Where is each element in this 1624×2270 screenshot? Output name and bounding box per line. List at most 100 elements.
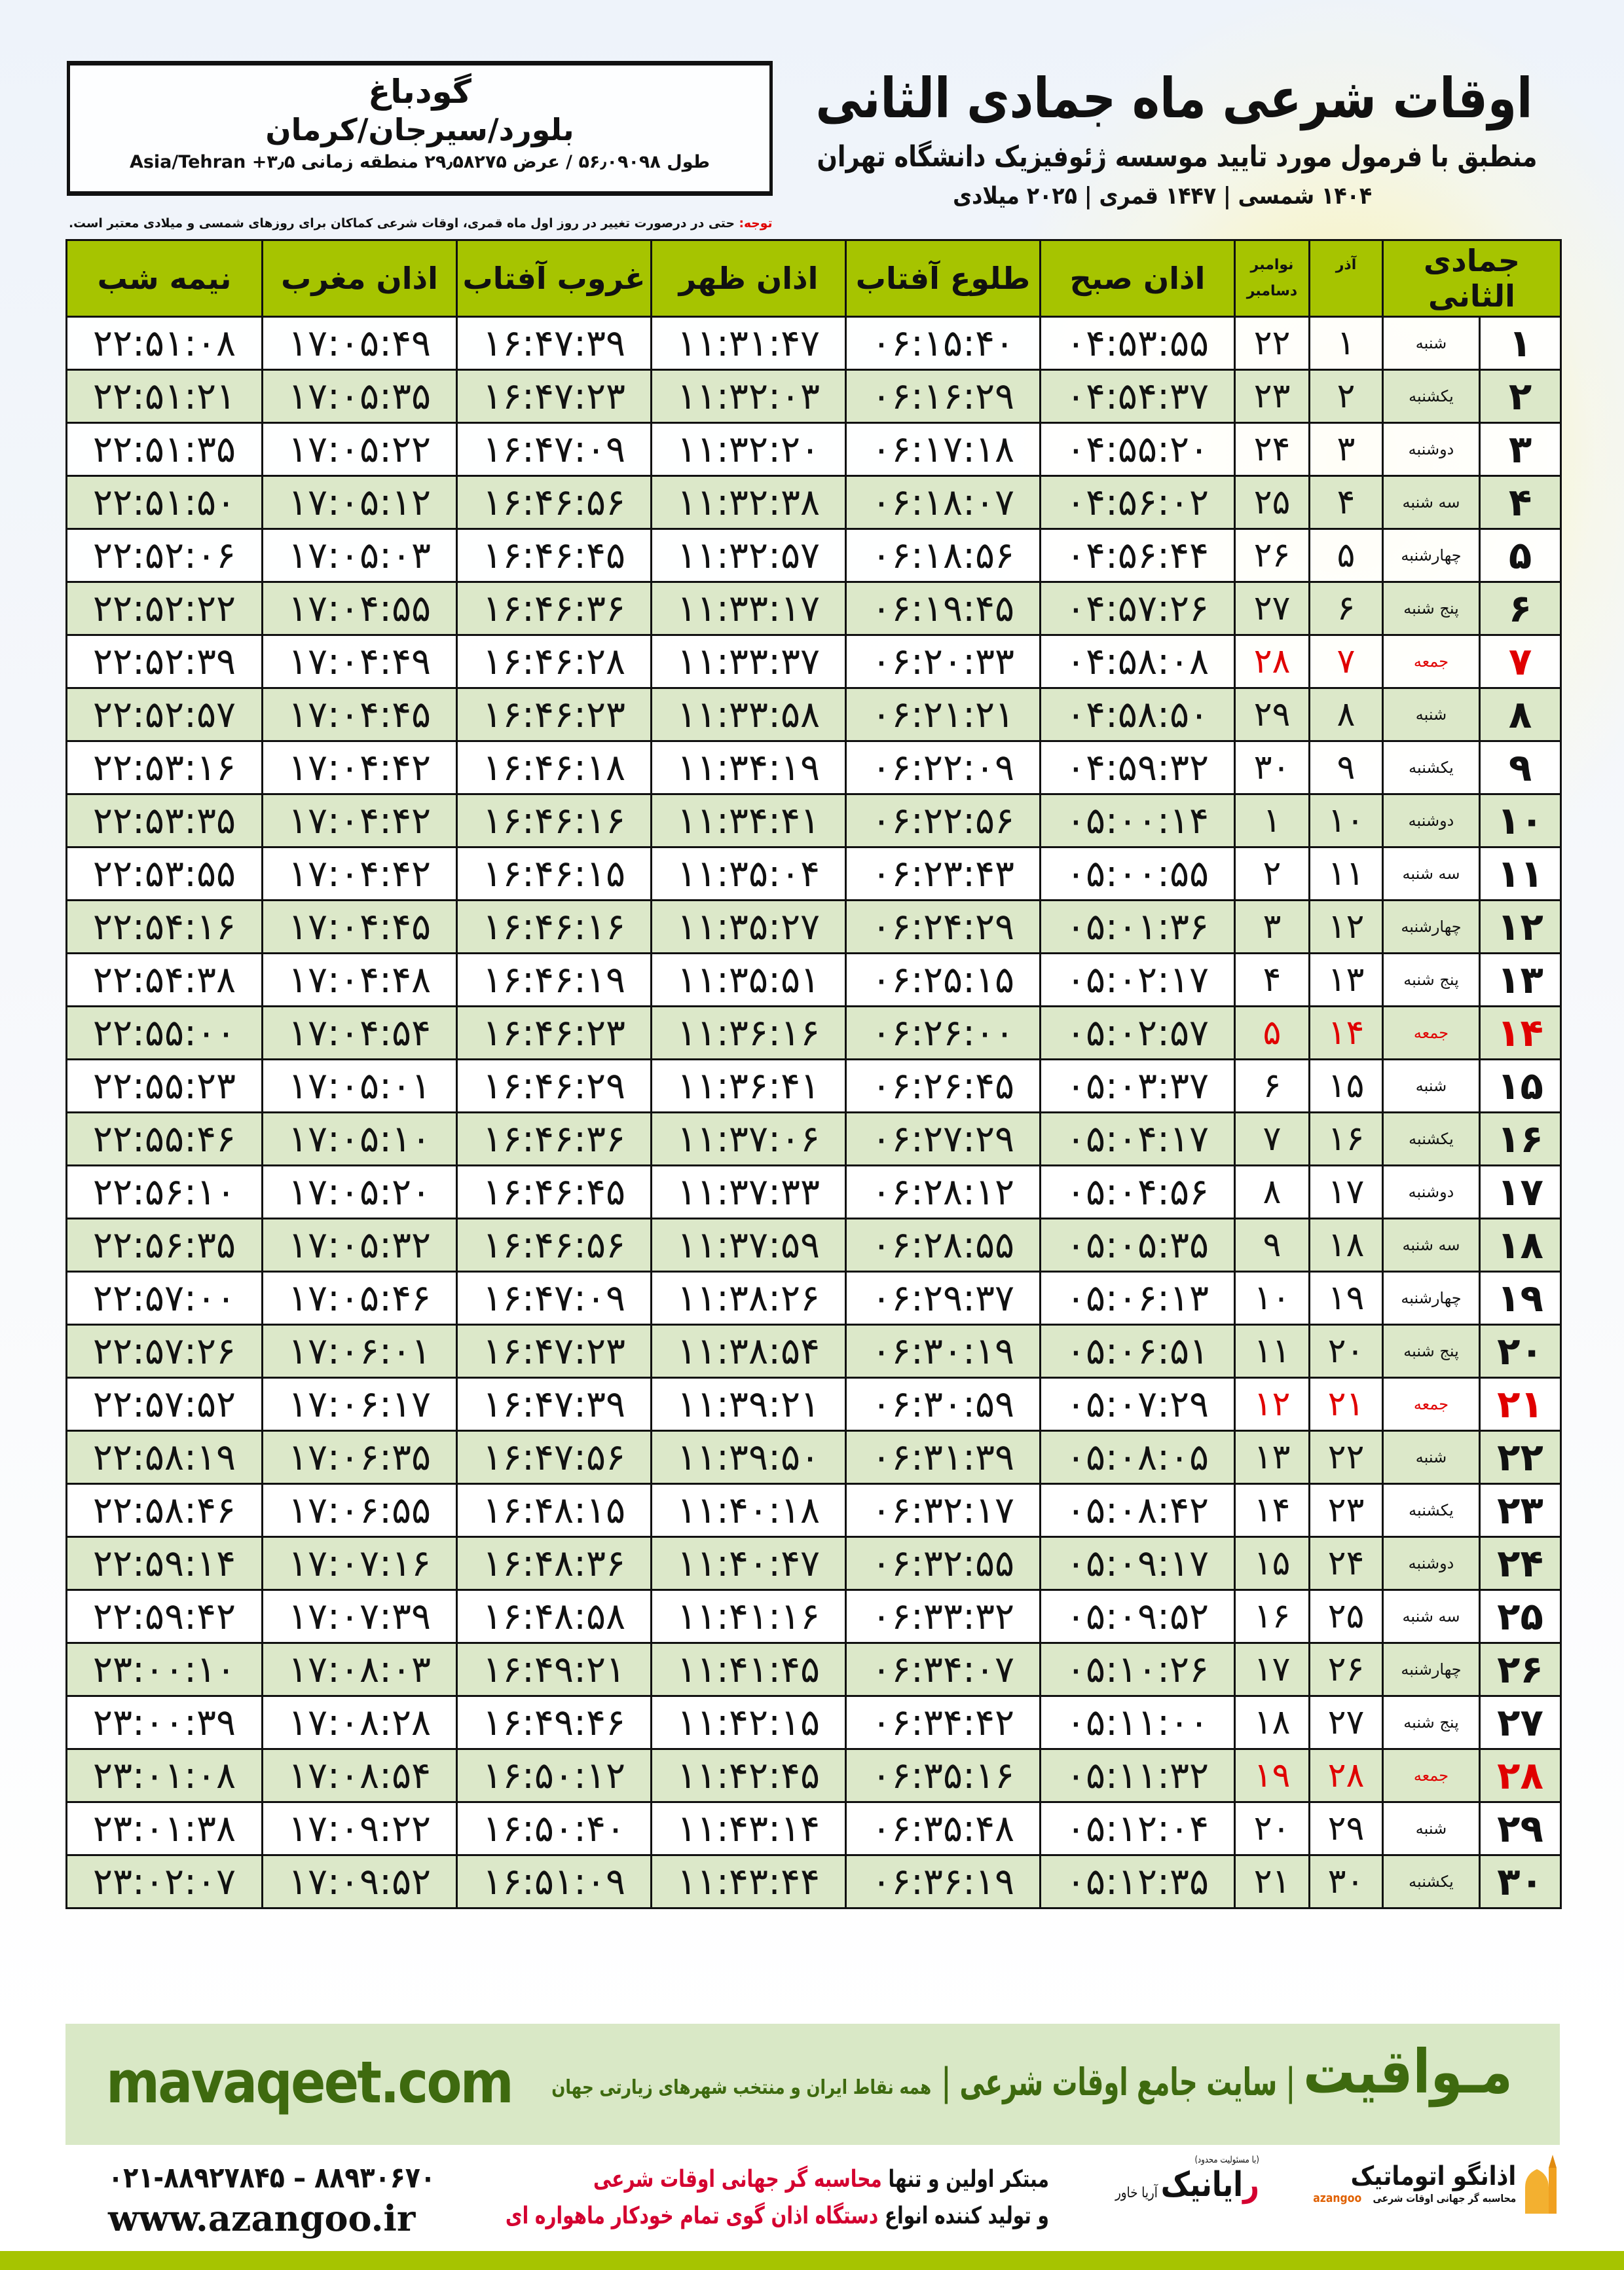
sunset-time: ۱۶:۴۶:۱۶ — [456, 899, 652, 954]
azar-day: ۱ — [1308, 316, 1384, 371]
sunset-time: ۱۶:۴۸:۵۸ — [456, 1589, 652, 1644]
weekday: شنبه — [1381, 687, 1481, 742]
sunrise-time: ۰۶:۲۲:۵۶ — [845, 793, 1041, 848]
midnight-time: ۲۲:۵۵:۴۶ — [65, 1111, 263, 1166]
weekday: چهارشنبه — [1381, 528, 1481, 583]
table-header: جمادی الثانی آذر نوامبر دسامبر اذان صبح ط… — [65, 239, 1562, 318]
fajr-time: ۰۵:۱۱:۰۰ — [1039, 1695, 1236, 1750]
azar-day: ۲۰ — [1308, 1324, 1384, 1379]
sunrise-time: ۰۶:۲۱:۲۱ — [845, 687, 1041, 742]
sunset-time: ۱۶:۴۶:۴۵ — [456, 528, 652, 583]
azar-day: ۲۶ — [1308, 1642, 1384, 1697]
col-gregorian: نوامبر دسامبر — [1234, 239, 1310, 318]
table-row: ۱۵ شنبه ۱۵ ۶ ۰۵:۰۳:۳۷ ۰۶:۲۶:۴۵ ۱۱:۳۶:۴۱ ۱۶:۴۶:۲… — [65, 1058, 1562, 1113]
sunrise-time: ۰۶:۳۰:۱۹ — [845, 1324, 1041, 1379]
fajr-time: ۰۵:۰۹:۵۲ — [1039, 1589, 1236, 1644]
maghrib-time: ۱۷:۰۵:۲۲ — [261, 422, 458, 477]
dhuhr-time: ۱۱:۳۱:۴۷ — [650, 316, 847, 371]
azar-day: ۴ — [1308, 475, 1384, 530]
azangoo-website[interactable]: www.azangoo.ir — [108, 2197, 416, 2239]
gregorian-day: ۹ — [1234, 1218, 1310, 1273]
fajr-time: ۰۴:۵۷:۲۶ — [1039, 581, 1236, 636]
fajr-time: ۰۵:۰۷:۲۹ — [1039, 1377, 1236, 1432]
azar-day: ۱۶ — [1308, 1111, 1384, 1166]
hijri-day: ۲۴ — [1479, 1536, 1562, 1591]
maghrib-time: ۱۷:۰۵:۴۶ — [261, 1271, 458, 1326]
gregorian-day: ۱۳ — [1234, 1430, 1310, 1485]
dhuhr-time: ۱۱:۳۴:۱۹ — [650, 740, 847, 795]
sunrise-time: ۰۶:۳۳:۳۲ — [845, 1589, 1041, 1644]
site-link[interactable]: mavaqeet.com — [106, 2049, 514, 2116]
prayer-times-table: جمادی الثانی آذر نوامبر دسامبر اذان صبح ط… — [65, 239, 1562, 1909]
maghrib-time: ۱۷:۰۹:۵۲ — [261, 1854, 458, 1909]
table-row: ۲ یکشنبه ۲ ۲۳ ۰۴:۵۴:۳۷ ۰۶:۱۶:۲۹ ۱۱:۳۲:۰۳ ۱۶:۴۷:… — [65, 369, 1562, 424]
col-maghrib: اذان مغرب — [261, 239, 458, 318]
weekday: شنبه — [1381, 1058, 1481, 1113]
mavaqeet-banner: مـواقیت | سایت جامع اوقات شرعی | همه نقا… — [65, 2024, 1560, 2145]
sunset-time: ۱۶:۴۶:۴۵ — [456, 1164, 652, 1219]
hijri-day: ۱۴ — [1479, 1005, 1562, 1060]
gregorian-day: ۲۳ — [1234, 369, 1310, 424]
maghrib-time: ۱۷:۰۴:۴۸ — [261, 952, 458, 1007]
col-azar-label: آذر — [1335, 257, 1357, 273]
table-row: ۱۹ چهارشنبه ۱۹ ۱۰ ۰۵:۰۶:۱۳ ۰۶:۲۹:۳۷ ۱۱:۳۸:۲۶ ۱۶… — [65, 1271, 1562, 1326]
azar-day: ۱۰ — [1308, 793, 1384, 848]
weekday: پنج شنبه — [1381, 581, 1481, 636]
midnight-time: ۲۲:۵۵:۲۳ — [65, 1058, 263, 1113]
midnight-time: ۲۲:۵۱:۰۸ — [65, 316, 263, 371]
weekday: سه شنبه — [1381, 475, 1481, 530]
azar-day: ۱۲ — [1308, 899, 1384, 954]
sunrise-time: ۰۶:۳۲:۵۵ — [845, 1536, 1041, 1591]
azar-day: ۱۹ — [1308, 1271, 1384, 1326]
gregorian-day: ۴ — [1234, 952, 1310, 1007]
fajr-time: ۰۴:۵۶:۴۴ — [1039, 528, 1236, 583]
gregorian-day: ۶ — [1234, 1058, 1310, 1113]
dhuhr-time: ۱۱:۳۳:۳۷ — [650, 634, 847, 689]
maghrib-time: ۱۷:۰۵:۴۹ — [261, 316, 458, 371]
sunrise-time: ۰۶:۳۴:۴۲ — [845, 1695, 1041, 1750]
azangoo-en: azangoo — [1313, 2191, 1361, 2205]
weekday: جمعه — [1381, 1748, 1481, 1803]
raianik-name-b: ایانیک — [1160, 2165, 1244, 2205]
raianik-logo: (با مسئولیت محدود) رایانیکآریا خاور — [1115, 2155, 1259, 2205]
note-label: توجه: — [739, 216, 773, 231]
azangoo-text: اذانگو اتوماتیک محاسبه گر جهانی اوقات شر… — [1313, 2161, 1516, 2205]
gregorian-day: ۱۱ — [1234, 1324, 1310, 1379]
azar-day: ۱۷ — [1308, 1164, 1384, 1219]
col-sunset: غروب آفتاب — [456, 239, 652, 318]
page-title: اوقات شرعی ماه جمادی الثانی — [815, 66, 1532, 130]
fajr-time: ۰۵:۰۴:۵۶ — [1039, 1164, 1236, 1219]
dhuhr-time: ۱۱:۴۳:۱۴ — [650, 1801, 847, 1856]
fajr-time: ۰۵:۰۹:۱۷ — [1039, 1536, 1236, 1591]
gregorian-day: ۱۸ — [1234, 1695, 1310, 1750]
midnight-time: ۲۲:۵۱:۳۵ — [65, 422, 263, 477]
sunset-time: ۱۶:۴۸:۳۶ — [456, 1536, 652, 1591]
fajr-time: ۰۵:۰۱:۳۶ — [1039, 899, 1236, 954]
midnight-time: ۲۳:۰۱:۳۸ — [65, 1801, 263, 1856]
weekday: دوشنبه — [1381, 793, 1481, 848]
hijri-day: ۳۰ — [1479, 1854, 1562, 1909]
table-row: ۱۶ یکشنبه ۱۶ ۷ ۰۵:۰۴:۱۷ ۰۶:۲۷:۲۹ ۱۱:۳۷:۰۶ ۱۶:۴۶… — [65, 1111, 1562, 1166]
fajr-time: ۰۵:۰۶:۱۳ — [1039, 1271, 1236, 1326]
gregorian-day: ۲۸ — [1234, 634, 1310, 689]
dhuhr-time: ۱۱:۳۷:۵۹ — [650, 1218, 847, 1273]
gregorian-day: ۲۰ — [1234, 1801, 1310, 1856]
gregorian-day: ۲۴ — [1234, 422, 1310, 477]
sunrise-time: ۰۶:۱۷:۱۸ — [845, 422, 1041, 477]
table-row: ۱۴ جمعه ۱۴ ۵ ۰۵:۰۲:۵۷ ۰۶:۲۶:۰۰ ۱۱:۳۶:۱۶ ۱۶:۴۶:۲… — [65, 1005, 1562, 1060]
azar-day: ۲۱ — [1308, 1377, 1384, 1432]
col-midnight: نیمه شب — [65, 239, 263, 318]
sunset-time: ۱۶:۴۷:۰۹ — [456, 1271, 652, 1326]
fajr-time: ۰۴:۵۹:۳۲ — [1039, 740, 1236, 795]
azar-day: ۲۸ — [1308, 1748, 1384, 1803]
sunrise-time: ۰۶:۲۹:۳۷ — [845, 1271, 1041, 1326]
fajr-time: ۰۴:۵۴:۳۷ — [1039, 369, 1236, 424]
sunrise-time: ۰۶:۲۸:۵۵ — [845, 1218, 1041, 1273]
weekday: شنبه — [1381, 316, 1481, 371]
midnight-time: ۲۲:۵۱:۵۰ — [65, 475, 263, 530]
sunset-time: ۱۶:۴۶:۲۳ — [456, 1005, 652, 1060]
azangoo-logo: اذانگو اتوماتیک محاسبه گر جهانی اوقات شر… — [1306, 2155, 1562, 2233]
fajr-time: ۰۵:۱۲:۳۵ — [1039, 1854, 1236, 1909]
azar-day: ۱۴ — [1308, 1005, 1384, 1060]
gregorian-day: ۳ — [1234, 899, 1310, 954]
